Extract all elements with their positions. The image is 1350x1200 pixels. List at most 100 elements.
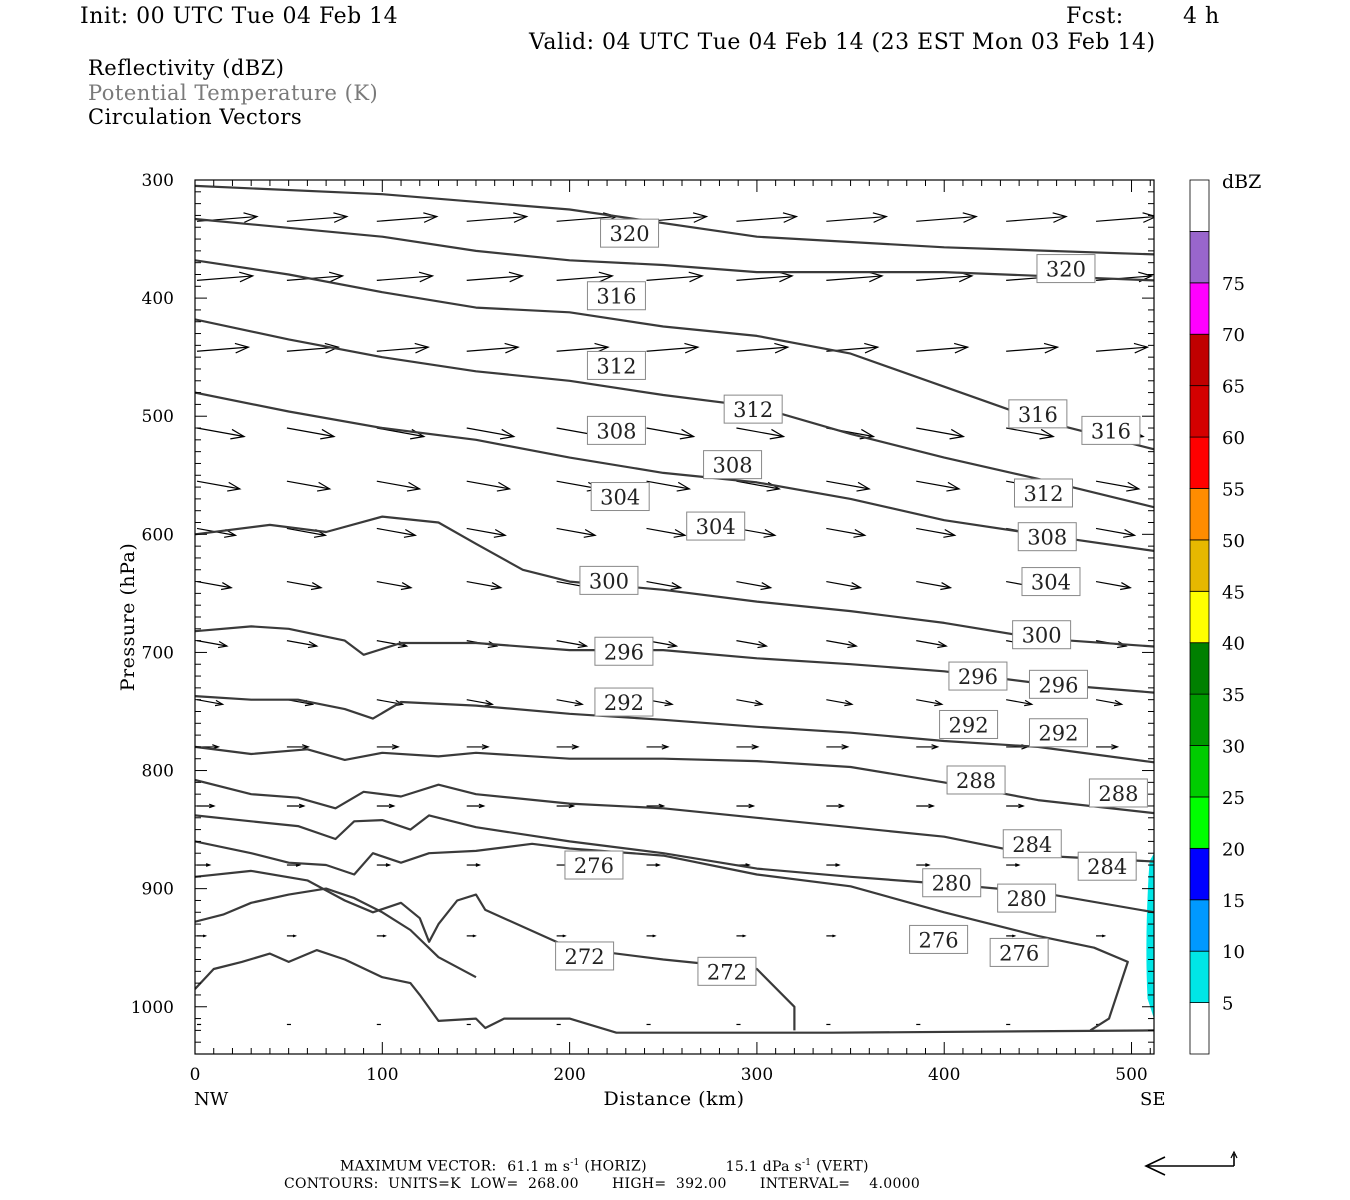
vector-arrowhead (508, 271, 525, 283)
max-vert-exp: -1 (801, 1158, 812, 1168)
colorbar-segment (1189, 231, 1210, 284)
forecast-hour: 4 h (1183, 4, 1220, 29)
vector-arrow (196, 640, 228, 647)
vector-arrowhead (946, 481, 961, 492)
colorbar-tick-label: 65 (1222, 377, 1245, 398)
vector-arrowhead (1024, 699, 1034, 707)
vector-arrowhead (782, 212, 799, 223)
contour-label-box (1013, 478, 1073, 508)
vector-arrowhead (298, 803, 306, 809)
vector-arrow (1096, 346, 1148, 352)
x-tick-label: 400 (928, 1065, 960, 1085)
vector-arrow (916, 275, 972, 281)
vector-arrow (1095, 527, 1135, 536)
contour-label-box (1077, 851, 1137, 881)
contour-label-box (1017, 522, 1077, 552)
y-tick-label: 600 (142, 525, 174, 545)
vector-arrowhead (391, 744, 400, 750)
max-horiz-value: 61.1 m s (507, 1158, 571, 1175)
vector-arrow (736, 699, 763, 705)
contour-label-box (555, 941, 615, 971)
vector-arrow (286, 480, 330, 490)
vector-arrow (376, 427, 425, 438)
vector-arrowhead (496, 481, 512, 492)
colorbar-segment (1189, 899, 1210, 952)
contour-labels: 320 320 316 316 316 312 312 312 308 308 308 304 304 3… (555, 218, 1148, 986)
vector-arrow (196, 699, 223, 705)
contour-label: 316 (596, 285, 636, 309)
contour-label-box (594, 687, 654, 717)
contour-label-box (564, 850, 624, 880)
vector-arrow (376, 215, 437, 222)
contour-label: 284 (1012, 833, 1052, 857)
contour-label: 280 (932, 872, 972, 896)
vector-arrowhead (943, 529, 957, 538)
contour-label: 320 (1046, 258, 1086, 282)
x-end-left-label: NW (194, 1089, 229, 1110)
colorbar-tick-label: 20 (1222, 839, 1245, 860)
contour-label-box (697, 956, 757, 986)
vector-arrowhead (676, 481, 692, 492)
vector-arrow (376, 527, 416, 536)
vector-arrowhead (757, 640, 769, 649)
colorbar-tick-label: 45 (1222, 582, 1245, 603)
vector-arrow (286, 640, 317, 647)
theta-contour-272 (195, 949, 1154, 1034)
init-time: Init: 00 UTC Tue 04 Feb 14 (80, 4, 399, 29)
max-horiz-exp: -1 (570, 1158, 580, 1168)
contour-label: 296 (604, 640, 644, 664)
vector-arrow (826, 275, 883, 281)
legend-circulation-vectors: Circulation Vectors (88, 105, 303, 129)
contour-label: 312 (733, 398, 773, 422)
contour-label: 296 (958, 665, 998, 689)
vector-arrowhead (853, 529, 867, 538)
colorbar-tick-label: 55 (1222, 479, 1245, 500)
vector-arrow (196, 480, 240, 490)
colorbar-segment (1189, 693, 1210, 746)
vector-arrowhead (316, 481, 332, 492)
vector-arrowhead (568, 803, 576, 809)
vector-arrowhead (1126, 481, 1141, 492)
contour-label: 292 (604, 691, 644, 715)
colorbar-segment (1189, 488, 1210, 541)
vector-arrow (196, 427, 245, 438)
contour-label-box (590, 482, 650, 512)
vector-arrow (646, 427, 694, 438)
y-tick-label: 400 (142, 289, 174, 309)
vector-arrowhead (856, 481, 871, 492)
vector-arrowhead (1120, 582, 1132, 591)
contour-label: 312 (596, 354, 636, 378)
x-tick-label: 100 (366, 1065, 398, 1085)
vector-arrow (646, 275, 703, 281)
max-vector-prefix: MAXIMUM VECTOR: (340, 1158, 497, 1175)
contour-label-box (586, 281, 646, 311)
contour-label: 312 (1023, 482, 1063, 506)
vector-arrowhead (1142, 212, 1154, 223)
vector-arrow (1095, 580, 1131, 589)
vector-arrowhead (1117, 640, 1128, 649)
vector-arrowhead (307, 640, 319, 649)
vector-arrow (196, 346, 249, 352)
vector-arrowhead (224, 529, 238, 538)
contour-label-box (1028, 669, 1088, 699)
vector-arrow (826, 580, 861, 589)
vector-arrow (466, 527, 506, 536)
vector-arrow (916, 480, 960, 490)
vector-arrowhead (227, 481, 242, 492)
contour-label-box (723, 394, 783, 424)
theta-contour-320 (195, 184, 1154, 256)
contours-info: CONTOURS: UNITS=K LOW= 268.00 HIGH= 392.… (284, 1176, 921, 1192)
vector-arrowhead (1111, 744, 1120, 750)
theta-contour-304 (195, 515, 1154, 648)
contour-label: 304 (600, 486, 640, 510)
colorbar-tick-label: 60 (1222, 428, 1245, 449)
vector-arrowhead (667, 640, 679, 649)
vector-arrowhead (844, 699, 854, 707)
contour-label-box (939, 709, 999, 739)
vector-arrow (556, 527, 596, 536)
contour-label: 292 (1038, 722, 1078, 746)
vector-arrowhead (652, 934, 657, 938)
vector-arrowhead (481, 744, 490, 750)
contour-label-box (1012, 620, 1072, 650)
y-tick-label: 800 (142, 762, 174, 782)
